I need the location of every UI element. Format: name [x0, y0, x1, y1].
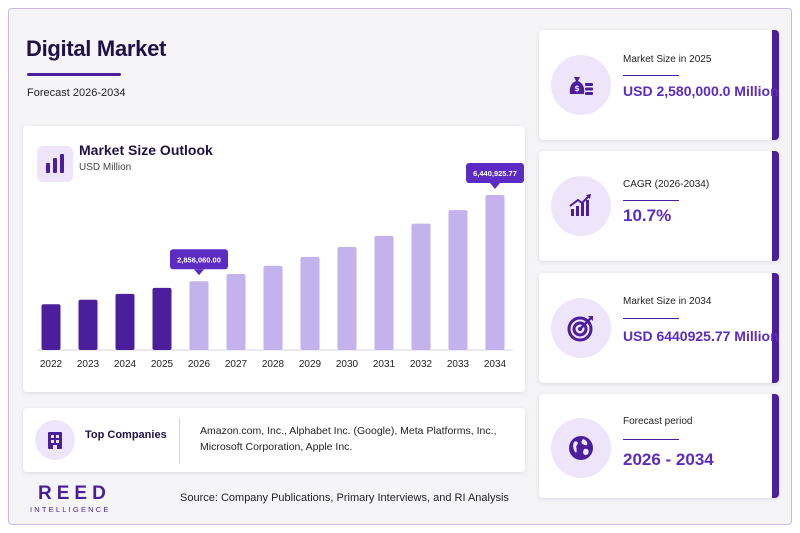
stat-value: 2026 - 2034 [623, 450, 714, 469]
x-tick-label: 2027 [225, 359, 248, 370]
growth-chart-icon [551, 176, 611, 236]
chart-title: Market Size Outlook [79, 142, 213, 158]
stat-card-market-size-2025: $ Market Size in 2025 USD 2,580,000.0 Mi… [539, 30, 779, 140]
x-tick-label: 2023 [77, 359, 100, 370]
stat-label: CAGR (2026-2034) [623, 179, 710, 190]
target-icon [551, 298, 611, 358]
stat-divider [623, 318, 679, 319]
bar-2032 [411, 223, 431, 350]
page-subtitle: Forecast 2026-2034 [27, 87, 126, 99]
bar-2026 [189, 281, 209, 350]
x-tick-label: 2030 [336, 359, 359, 370]
svg-text:6,440,925.77: 6,440,925.77 [473, 169, 517, 178]
stat-card-cagr: CAGR (2026-2034) 10.7% [539, 151, 779, 261]
card-accent [772, 151, 779, 261]
stat-value: USD 6440925.77 Million [623, 328, 779, 344]
bar-2027 [226, 273, 246, 350]
stat-divider [623, 439, 679, 440]
building-icon [35, 420, 75, 460]
bar-2023 [78, 299, 98, 350]
data-label-2026: 2,856,060.00 [170, 249, 228, 276]
x-tick-label: 2029 [299, 359, 322, 370]
bar-chart: 2022 2023 2024 2025 2026 2027 2028 2029 2030 2031… [37, 163, 524, 370]
stat-divider [623, 200, 679, 201]
globe-icon [551, 418, 611, 478]
card-accent [772, 394, 779, 498]
x-tick-label: 2032 [410, 359, 433, 370]
top-companies-label: Top Companies [85, 429, 167, 441]
stat-label: Market Size in 2025 [623, 54, 712, 65]
stat-card-forecast-period: Forecast period 2026 - 2034 [539, 394, 779, 498]
bar-chart-icon [37, 146, 73, 182]
x-tick-label: 2031 [373, 359, 396, 370]
stat-label: Forecast period [623, 416, 693, 427]
chart-card: Market Size Outlook USD Million 2022 2023… [23, 126, 525, 392]
bar-2022 [41, 304, 61, 350]
page-title: Digital Market [26, 36, 167, 61]
bar-2025 [152, 287, 172, 350]
brand-logo-subtitle: INTELLIGENCE [30, 505, 111, 514]
money-bag-icon: $ [551, 55, 611, 115]
bar-2033 [448, 210, 468, 350]
stat-card-market-size-2034: Market Size in 2034 USD 6440925.77 Milli… [539, 273, 779, 383]
top-companies-card: Top Companies Amazon.com, Inc., Alphabet… [23, 408, 525, 472]
x-tick-label: 2022 [40, 359, 63, 370]
divider [179, 418, 180, 464]
stat-value: 10.7% [623, 206, 672, 225]
data-label-2034: 6,440,925.77 [466, 163, 524, 189]
bar-2034 [485, 195, 505, 350]
x-tick-label: 2024 [114, 359, 137, 370]
bar-2030 [337, 247, 357, 350]
chart-unit: USD Million [79, 162, 132, 173]
stat-value: USD 2,580,000.0 Million [623, 83, 779, 99]
stat-divider [623, 75, 679, 76]
top-companies-list: Amazon.com, Inc., Alphabet Inc. (Google)… [200, 425, 497, 453]
x-tick-label: 2028 [262, 359, 285, 370]
stat-label: Market Size in 2034 [623, 296, 712, 307]
bar-2024 [115, 293, 135, 350]
source-note: Source: Company Publications, Primary In… [180, 492, 509, 504]
bar-2028 [263, 265, 283, 350]
title-underline [27, 73, 121, 76]
bar-2029 [300, 256, 320, 350]
x-tick-label: 2026 [188, 359, 211, 370]
card-accent [772, 273, 779, 383]
x-tick-label: 2025 [151, 359, 174, 370]
card-accent [772, 30, 779, 140]
bar-2031 [374, 235, 394, 350]
x-tick-label: 2034 [484, 359, 507, 370]
svg-text:2,856,060.00: 2,856,060.00 [177, 255, 221, 264]
x-tick-label: 2033 [447, 359, 470, 370]
svg-text:$: $ [574, 84, 580, 93]
brand-logo: REED [38, 483, 111, 504]
